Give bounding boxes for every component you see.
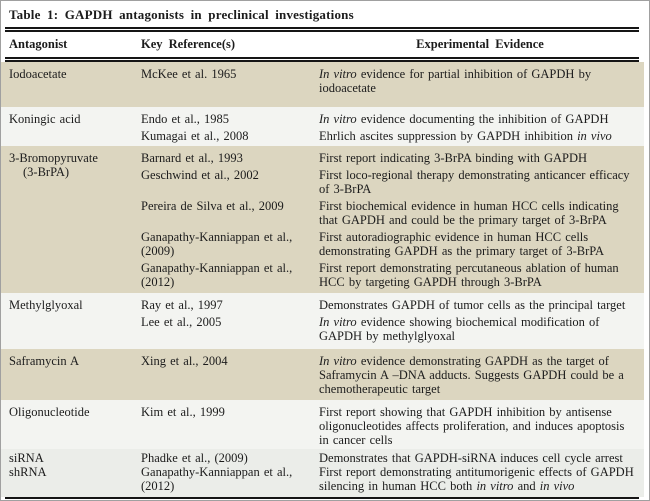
evidence: First biochemical evidence in human HCC …: [319, 199, 619, 227]
table-title: Table 1: GAPDH antagonists in preclinica…: [9, 7, 354, 22]
reference-evidence-pair: Lee et al., 2005 In vitro evidence showi…: [141, 315, 644, 343]
antagonist-cell: 3-Bromopyruvate (3-BrPA): [1, 151, 141, 289]
antagonist-name: Oligonucleotide: [9, 405, 90, 419]
reference-evidence-pair: Ray et al., 1997 Demonstrates GAPDH of t…: [141, 298, 644, 312]
evidence: In vitro evidence showing biochemical mo…: [319, 315, 600, 343]
antagonist-cell: siRNA: [1, 451, 141, 465]
bottom-rule: [5, 497, 639, 500]
antagonist-cell: Methylglyoxal: [1, 298, 141, 343]
evidence: Ehrlich ascites suppression by GAPDH inh…: [319, 129, 612, 143]
reference-evidence-pair: Phadke et al., (2009) Demonstrates that …: [141, 451, 644, 465]
antagonist-name: siRNA: [9, 451, 44, 465]
reference-evidence-pair: McKee et al. 1965 In vitro evidence for …: [141, 67, 644, 95]
table-header-row: Antagonist Key Reference(s) Experimental…: [1, 32, 649, 57]
evidence: In vitro evidence for partial inhibition…: [319, 67, 592, 95]
reference-evidence-pair: Ganapathy-Kanniappan et al., (2012) Firs…: [141, 465, 644, 493]
reference-evidence-pair: Pereira de Silva et al., 2009 First bioc…: [141, 199, 644, 227]
table-row-methylglyoxal: Methylglyoxal Ray et al., 1997 Demonstra…: [1, 293, 644, 349]
antagonist-abbreviation: (3-BrPA): [23, 165, 70, 179]
antagonist-cell: Koningic acid: [1, 112, 141, 143]
evidence: In vitro evidence documenting the inhibi…: [319, 112, 609, 126]
reference-evidence-pair: Kim et al., 1999 First report showing th…: [141, 405, 644, 447]
header-rule: [5, 57, 639, 62]
evidence: In vitro evidence demonstrating GAPDH as…: [319, 354, 624, 396]
reference: Xing et al., 2004: [141, 354, 228, 368]
top-rule: [5, 27, 639, 32]
header-key-references: Key Reference(s): [141, 37, 236, 51]
reference-evidence-pair: Kumagai et al., 2008 Ehrlich ascites sup…: [141, 129, 644, 143]
reference-evidence-pair: Ganapathy-Kanniappan et al., (2009) Firs…: [141, 230, 644, 258]
reference: Kumagai et al., 2008: [141, 129, 249, 143]
reference-evidence-pair: Ganapathy-Kanniappan et al., (2012) Firs…: [141, 261, 644, 289]
antagonist-name: Saframycin A: [9, 354, 80, 368]
table-row-shrna: shRNA Ganapathy-Kanniappan et al., (2012…: [1, 465, 644, 497]
antagonist-name: Methylglyoxal: [9, 298, 83, 312]
evidence: First report showing that GAPDH inhibiti…: [319, 405, 625, 447]
table-row-sirna: siRNA Phadke et al., (2009) Demonstrates…: [1, 449, 644, 465]
reference-evidence-pair: Xing et al., 2004 In vitro evidence demo…: [141, 354, 644, 396]
reference: Lee et al., 2005: [141, 315, 222, 329]
reference: Kim et al., 1999: [141, 405, 225, 419]
table-row-saframycin-a: Saframycin A Xing et al., 2004 In vitro …: [1, 349, 644, 400]
reference-evidence-pair: Endo et al., 1985 In vitro evidence docu…: [141, 112, 644, 126]
reference: Ganapathy-Kanniappan et al., (2009): [141, 230, 293, 258]
header-experimental-evidence: Experimental Evidence: [416, 37, 544, 51]
reference: Ganapathy-Kanniappan et al., (2012): [141, 465, 293, 493]
evidence: Demonstrates that GAPDH-siRNA induces ce…: [319, 451, 623, 465]
reference: Ray et al., 1997: [141, 298, 223, 312]
table-row-koningic-acid: Koningic acid Endo et al., 1985 In vitro…: [1, 107, 644, 146]
evidence: First report indicating 3-BrPA binding w…: [319, 151, 588, 165]
reference: Endo et al., 1985: [141, 112, 230, 126]
evidence: First autoradiographic evidence in human…: [319, 230, 605, 258]
reference: Geschwind et al., 2002: [141, 168, 259, 182]
antagonist-name: 3-Bromopyruvate: [9, 151, 98, 165]
antagonist-name: Iodoacetate: [9, 67, 67, 81]
reference: McKee et al. 1965: [141, 67, 237, 81]
reference: Barnard et al., 1993: [141, 151, 243, 165]
evidence: First report demonstrating antitumorigen…: [319, 465, 634, 493]
antagonist-name: shRNA: [9, 465, 47, 479]
antagonist-name: Koningic acid: [9, 112, 81, 126]
reference-evidence-pair: Geschwind et al., 2002 First loco-region…: [141, 168, 644, 196]
evidence: First loco-regional therapy demonstratin…: [319, 168, 630, 196]
antagonist-cell: Iodoacetate: [1, 67, 141, 95]
evidence: First report demonstrating percutaneous …: [319, 261, 619, 289]
table-row-iodoacetate: Iodoacetate McKee et al. 1965 In vitro e…: [1, 62, 644, 107]
table-row-3-bromopyruvate: 3-Bromopyruvate (3-BrPA) Barnard et al.,…: [1, 146, 644, 293]
antagonist-cell: Saframycin A: [1, 354, 141, 396]
antagonist-cell: shRNA: [1, 465, 141, 493]
header-antagonist: Antagonist: [9, 37, 68, 51]
reference-evidence-pair: Barnard et al., 1993 First report indica…: [141, 151, 644, 165]
evidence: Demonstrates GAPDH of tumor cells as the…: [319, 298, 626, 312]
reference: Pereira de Silva et al., 2009: [141, 199, 284, 213]
reference: Ganapathy-Kanniappan et al., (2012): [141, 261, 293, 289]
antagonist-cell: Oligonucleotide: [1, 405, 141, 447]
reference: Phadke et al., (2009): [141, 451, 248, 465]
table-row-oligonucleotide: Oligonucleotide Kim et al., 1999 First r…: [1, 400, 644, 449]
